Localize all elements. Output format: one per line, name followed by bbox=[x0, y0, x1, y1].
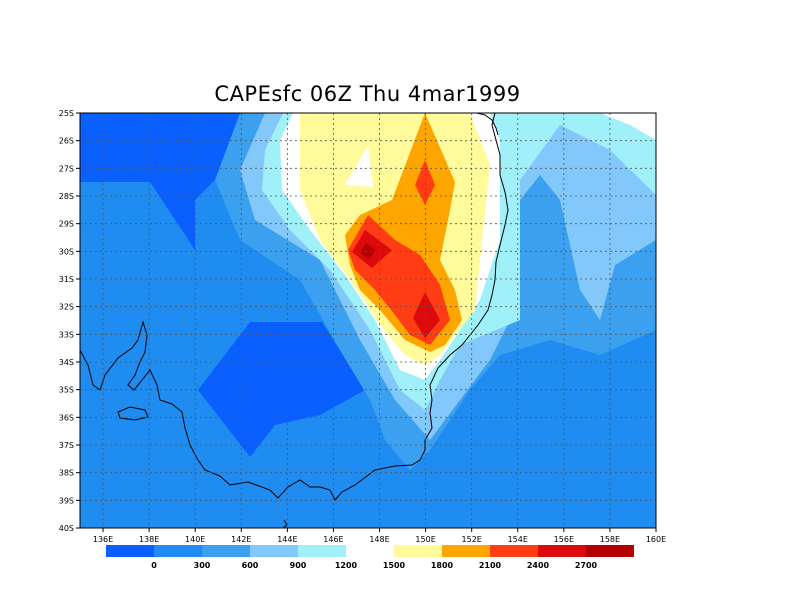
colorbar: 0 300 600 900 1200 1500 1800 2100 2400 2700 bbox=[106, 545, 634, 570]
colorbar-label: 2400 bbox=[527, 561, 550, 570]
lat-tick-label: 27S bbox=[59, 164, 74, 173]
lat-tick-label: 26S bbox=[59, 137, 74, 146]
lat-tick-label: 39S bbox=[59, 496, 74, 505]
lat-tick-label: 36S bbox=[59, 413, 74, 422]
lon-tick-label: 138E bbox=[139, 535, 159, 544]
colorbar-label: 0 bbox=[151, 561, 157, 570]
lon-tick-label: 156E bbox=[554, 535, 574, 544]
lon-axis: 136E 138E 140E 142E 144E 146E 148E 150E 152E 154E… bbox=[93, 528, 666, 544]
lon-tick-label: 142E bbox=[231, 535, 251, 544]
colorbar-label: 1500 bbox=[383, 561, 406, 570]
map-title: CAPEsfc 06Z Thu 4mar1999 bbox=[214, 82, 521, 106]
contour-level-1500-ne bbox=[600, 113, 656, 140]
lat-tick-label: 29S bbox=[59, 220, 74, 229]
colorbar-swatch bbox=[586, 545, 634, 557]
colorbar-swatch bbox=[154, 545, 202, 557]
lat-tick-label: 31S bbox=[59, 275, 74, 284]
lon-tick-label: 148E bbox=[369, 535, 389, 544]
lat-tick-label: 25S bbox=[59, 109, 74, 118]
lat-axis: 25S 26S 27S 28S 29S 30S 31S 32S 33S 34S 35S 36S 37S 3… bbox=[59, 109, 80, 533]
colorbar-label: 600 bbox=[242, 561, 259, 570]
contour-level-2700-b bbox=[413, 292, 440, 338]
lat-tick-label: 28S bbox=[59, 192, 74, 201]
lat-tick-label: 30S bbox=[59, 247, 74, 256]
colorbar-swatch bbox=[394, 545, 442, 557]
lat-tick-label: 37S bbox=[59, 441, 74, 450]
colorbar-label: 900 bbox=[290, 561, 307, 570]
colorbar-label: 1200 bbox=[335, 561, 358, 570]
colorbar-swatch bbox=[538, 545, 586, 557]
colorbar-label: 1800 bbox=[431, 561, 454, 570]
lon-tick-label: 140E bbox=[185, 535, 205, 544]
lon-tick-label: 146E bbox=[323, 535, 343, 544]
colorbar-label: 300 bbox=[194, 561, 211, 570]
colorbar-swatch bbox=[442, 545, 490, 557]
plot-frame bbox=[79, 112, 657, 529]
lat-tick-label: 32S bbox=[59, 303, 74, 312]
lon-tick-label: 136E bbox=[93, 535, 113, 544]
lat-tick-label: 33S bbox=[59, 330, 74, 339]
colorbar-label: 2700 bbox=[575, 561, 598, 570]
lon-tick-label: 160E bbox=[646, 535, 666, 544]
lon-tick-label: 154E bbox=[508, 535, 528, 544]
coastline-path-north bbox=[476, 113, 499, 136]
colorbar-swatch bbox=[490, 545, 538, 557]
lat-tick-label: 34S bbox=[59, 358, 74, 367]
colorbar-swatch bbox=[106, 545, 154, 557]
coastline-path bbox=[80, 113, 509, 501]
colorbar-swatch bbox=[250, 545, 298, 557]
contour-fill bbox=[80, 113, 656, 528]
island-path bbox=[117, 406, 149, 421]
contour-level-max bbox=[360, 243, 376, 260]
contour-level-2400-north bbox=[415, 160, 435, 205]
contour-level-1500-hole bbox=[345, 145, 373, 187]
lat-tick-label: 35S bbox=[59, 386, 74, 395]
lon-tick-label: 152E bbox=[462, 535, 482, 544]
lat-tick-label: 38S bbox=[59, 469, 74, 478]
lon-tick-label: 158E bbox=[600, 535, 620, 544]
colorbar-swatch bbox=[298, 545, 346, 557]
colorbar-swatch bbox=[202, 545, 250, 557]
colorbar-swatch bbox=[346, 545, 394, 557]
grid-lines bbox=[80, 113, 656, 528]
colorbar-label: 2100 bbox=[479, 561, 502, 570]
lon-tick-label: 144E bbox=[277, 535, 297, 544]
lon-tick-label: 150E bbox=[415, 535, 435, 544]
lat-tick-label: 40S bbox=[59, 524, 74, 533]
